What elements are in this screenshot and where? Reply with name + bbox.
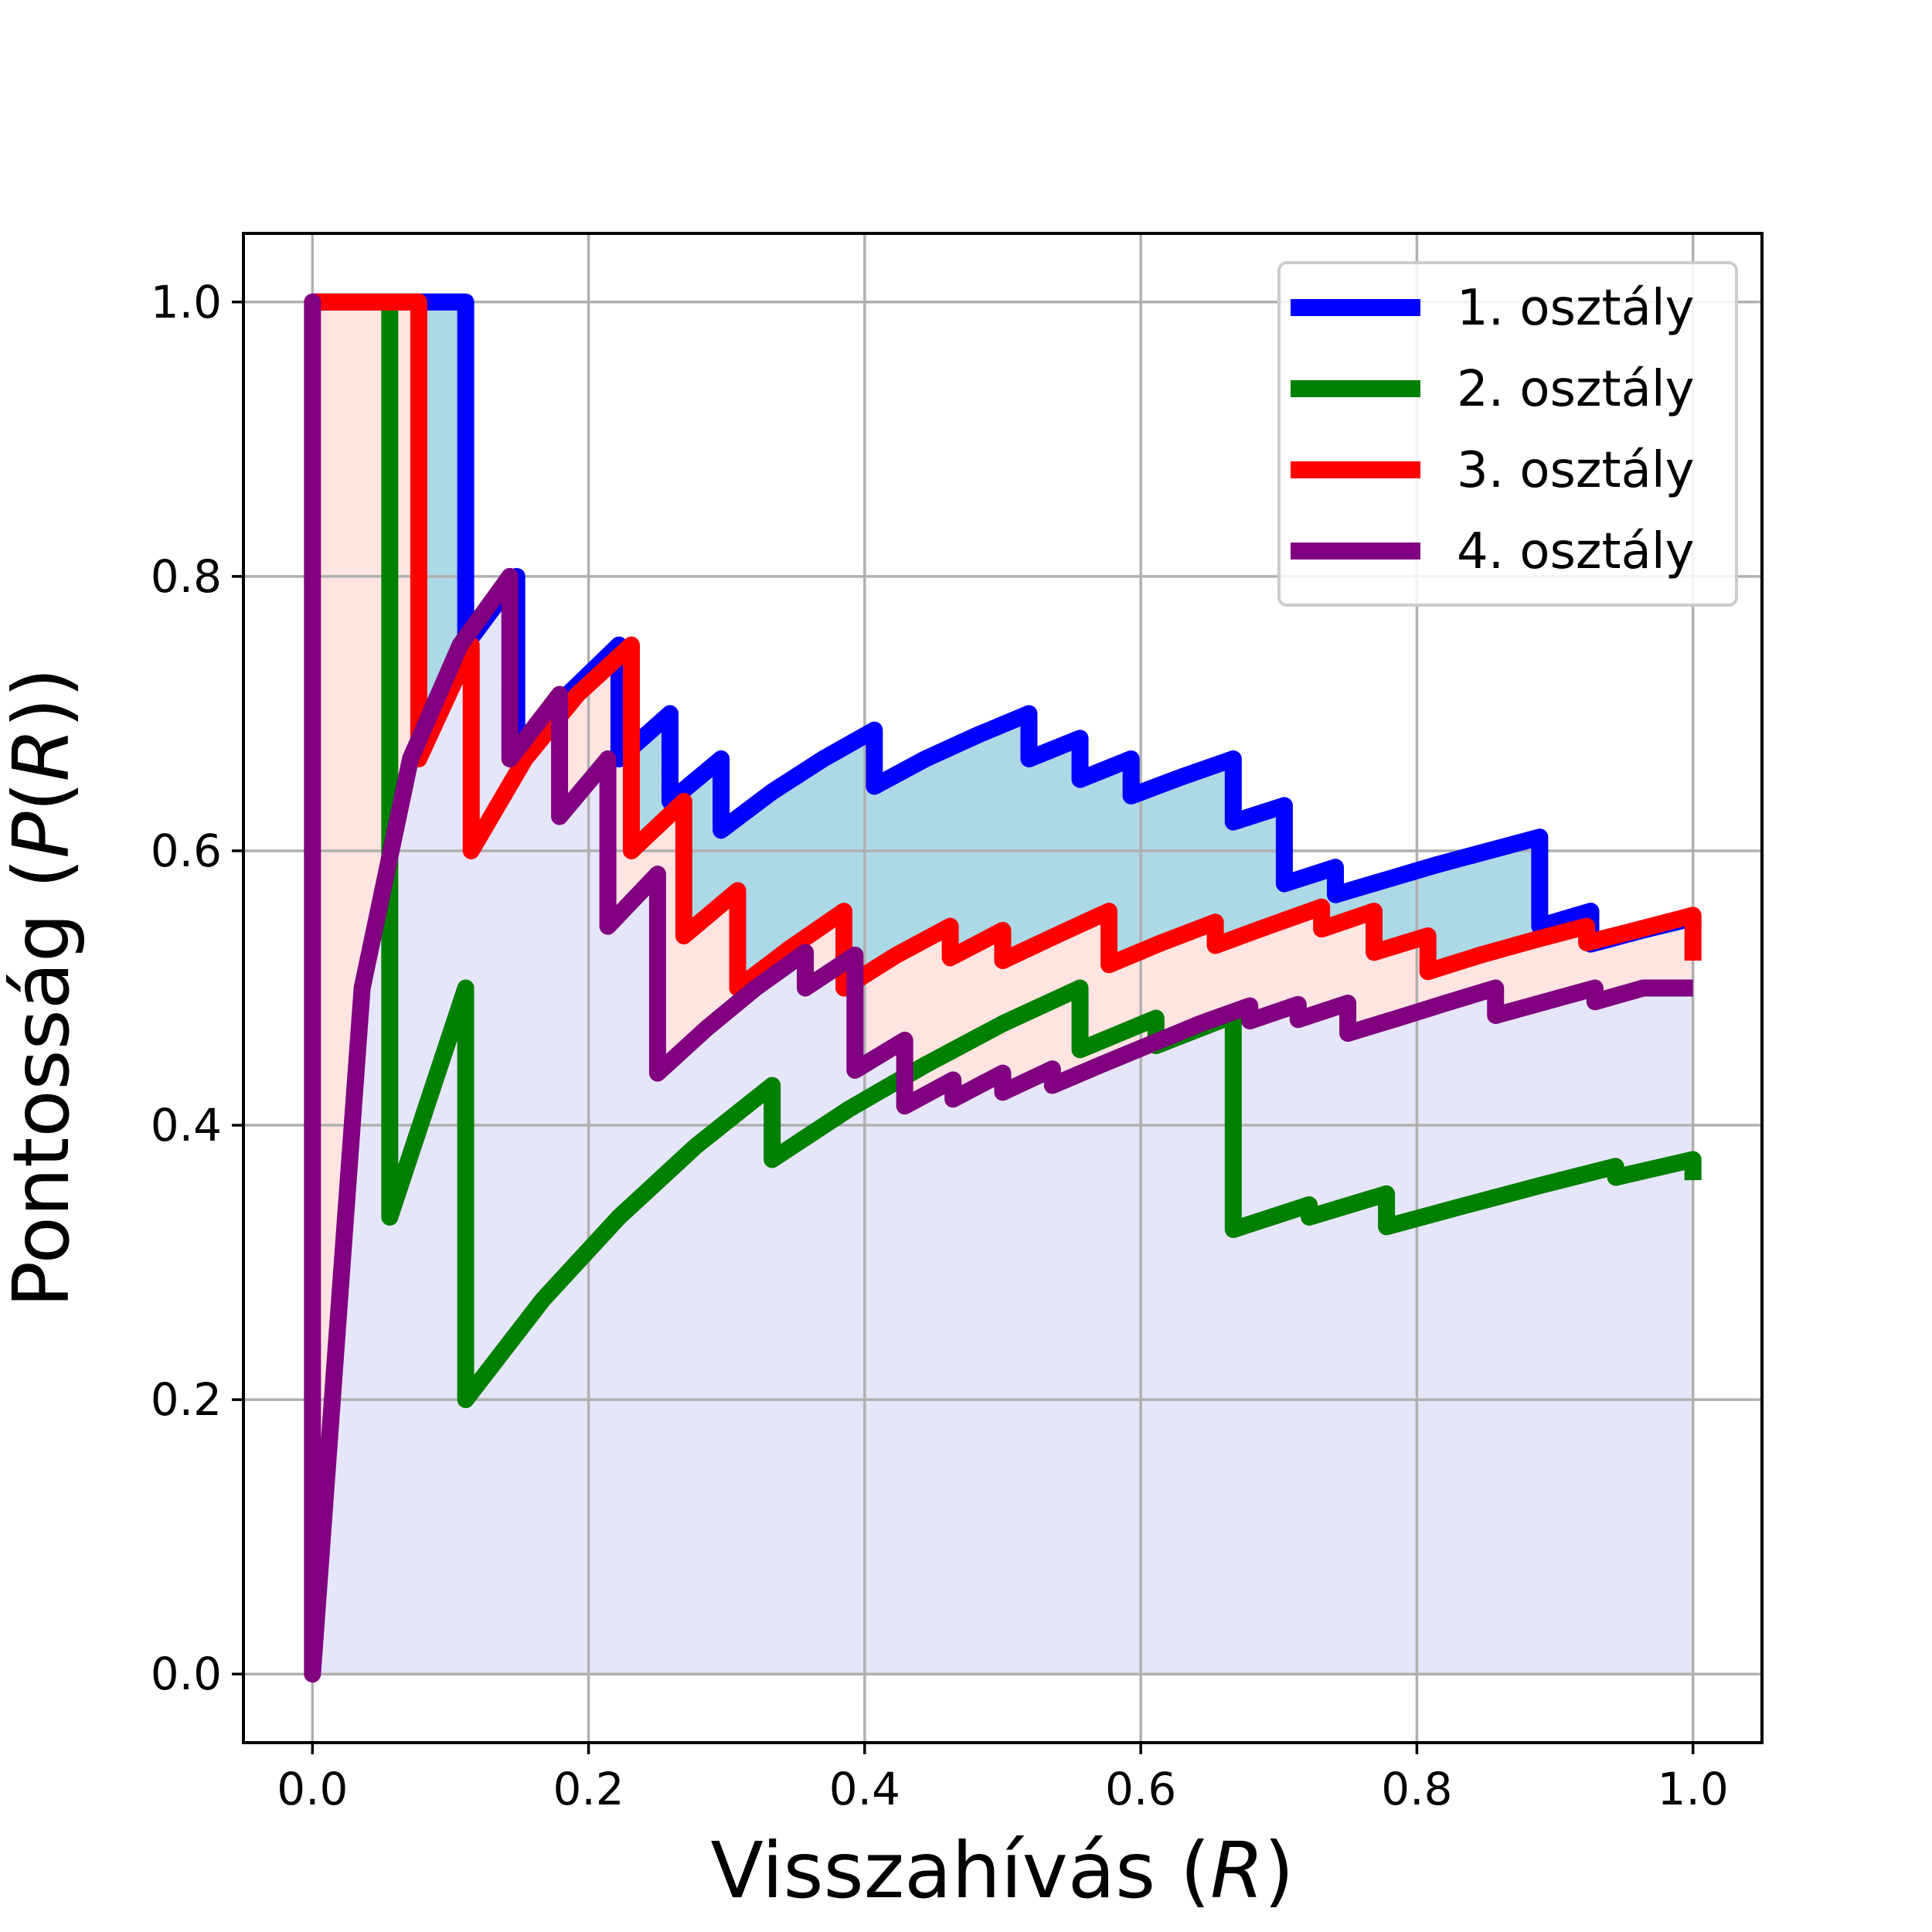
y-axis-label: Pontosság (P(R)) [0,668,87,1308]
legend-label-2: 2. osztály [1457,361,1694,418]
y-tick-label: 0.2 [151,1373,222,1426]
y-tick-label: 0.8 [151,550,222,603]
legend-label-1: 1. osztály [1457,280,1694,337]
x-tick-label: 0.8 [1381,1763,1452,1815]
x-axis-label-suffix: ) [1264,1825,1294,1916]
x-axis-label: Visszahívás (R) [711,1825,1294,1916]
y-ticks: 0.0 0.2 0.4 0.6 0.8 1.0 [151,276,243,1700]
x-tick-label: 0.4 [829,1763,900,1815]
legend-label-4: 4. osztály [1457,523,1694,580]
series-line-2 [381,301,1702,1409]
x-axis-label-var: R [1210,1825,1264,1916]
y-axis-label-suffix: )) [0,668,87,728]
plot-frame [242,232,1764,1744]
legend: 1. osztály 2. osztály 3. osztály 4. osztály [1277,261,1738,607]
series-line-1 [312,293,1702,953]
area-fill-series-4 [312,301,1693,1675]
x-tick-label: 0.0 [277,1763,348,1815]
series-line-3 [312,293,1702,997]
series-line-4 [304,293,1693,1683]
x-ticks: 0.0 0.2 0.4 0.6 0.8 1.0 [277,1743,1729,1815]
x-tick-label: 1.0 [1658,1763,1729,1815]
y-axis-label-var1: P [0,811,87,859]
series-lines [304,293,1702,1683]
y-axis-label-var2: R [0,728,87,781]
y-tick-label: 0.4 [151,1099,222,1151]
y-axis-label-mid: ( [0,781,87,811]
x-axis-label-prefix: Visszahívás ( [711,1825,1210,1916]
legend-box [1277,261,1738,607]
y-tick-label: 1.0 [151,276,222,328]
y-axis-label-prefix: Pontosság ( [0,859,87,1308]
y-tick-label: 0.0 [151,1648,222,1700]
x-tick-label: 0.6 [1105,1763,1176,1815]
x-tick-label: 0.2 [553,1763,624,1815]
area-fills [312,301,1693,1675]
legend-label-3: 3. osztály [1457,442,1694,499]
y-tick-label: 0.6 [151,825,222,877]
